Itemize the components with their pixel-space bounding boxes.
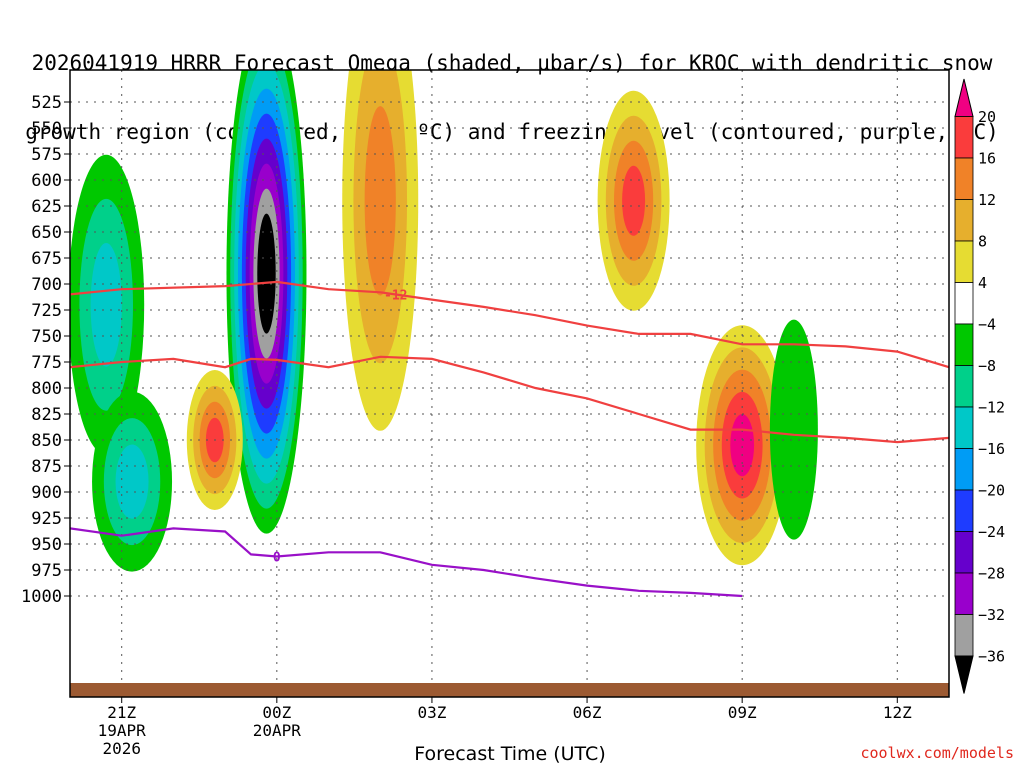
omega-contour-level [90,242,122,367]
omega-field [70,70,818,572]
y-tick-label: 725 [31,301,62,321]
colorbar-label: −36 [978,648,1005,666]
y-tick-label: 775 [31,353,62,373]
x-tick-date: 20APR [253,721,302,740]
contour-label: 0 [273,550,281,565]
colorbar-label: −20 [978,482,1005,500]
colorbar-swatch [954,282,974,325]
x-tick-label: 21Z [107,703,136,722]
omega-contour-level [622,165,646,236]
y-tick-label: 650 [31,223,62,243]
ground-bar [70,683,949,697]
x-tick-label: 03Z [417,703,446,722]
contours: -12 0 [70,280,949,598]
colorbar-swatch [954,365,974,408]
colorbar-swatch [954,572,974,615]
y-tick-label: 875 [31,457,62,477]
colorbar-arrow-top [954,78,974,117]
colorbar-label: −4 [978,316,996,334]
y-tick-label: 750 [31,327,62,347]
plot-frame [69,69,950,698]
omega-feature-7 [769,319,818,540]
omega-contour-level [364,106,396,296]
colorbar-swatch [954,116,974,159]
colorbar: 20 16 12 8 4 −4 −8 −12 −16 −20 −24 −28 −32 −36 [954,78,1005,694]
y-tick-label: 1000 [21,587,62,607]
omega-contour-level [261,238,272,309]
y-tick-label: 700 [31,275,62,295]
colorbar-label: 12 [978,191,996,209]
colorbar-label: −32 [978,606,1005,624]
x-tick-label: 06Z [573,703,602,722]
x-axis-label: Forecast Time (UTC) [414,743,606,765]
colorbar-label: −16 [978,440,1005,458]
title-line-1: 2026041919 HRRR Forecast Omega (shaded, … [31,51,993,75]
colorbar-label: 4 [978,274,987,292]
y-tick-label: 975 [31,561,62,581]
y-tick-label: 850 [31,431,62,451]
colorbar-label: −12 [978,399,1005,417]
site-credit: coolwx.com/models [860,744,1014,762]
y-tick-label: 625 [31,197,62,217]
omega-feature-4 [597,90,670,311]
colorbar-swatch [954,448,974,491]
y-tick-label: 825 [31,405,62,425]
y-axis: 525 550 575 600 625 650 675 700 725 750 775 800 825 8… [21,93,70,607]
colorbar-label: 20 [978,108,996,126]
colorbar-swatch [954,614,974,657]
y-tick-label: 950 [31,535,62,555]
ground-surface [70,683,949,697]
omega-contour-level [769,319,818,540]
contour--12 [70,280,949,369]
colorbar-label: −8 [978,357,996,375]
omega-feature-1 [70,154,145,455]
x-tick-date: 19APR [98,721,147,740]
omega-contour-level [115,444,149,519]
colorbar-label: 8 [978,233,987,251]
x-tick-year: 2026 [102,739,141,758]
contour-label: -12 [384,289,407,304]
colorbar-swatch [954,531,974,574]
contour-0 [70,527,743,598]
colorbar-label: 16 [978,150,996,168]
omega-feature-2 [92,391,173,572]
grid [70,70,949,697]
y-tick-label: 525 [31,93,62,113]
colorbar-swatch [954,240,974,283]
y-tick-label: 675 [31,249,62,269]
colorbar-arrow-bottom [954,655,974,694]
colorbar-label: −24 [978,523,1005,541]
colorbar-label: −28 [978,565,1005,583]
y-tick-label: 925 [31,509,62,529]
x-tick-label: 00Z [262,703,291,722]
colorbar-swatch [954,157,974,200]
y-tick-label: 900 [31,483,62,503]
colorbar-swatch [954,406,974,449]
y-tick-label: 800 [31,379,62,399]
y-tick-label: 575 [31,145,62,165]
colorbar-swatch [954,323,974,366]
omega-feature-5 [696,325,789,566]
colorbar-swatch [954,489,974,532]
contour--17 [70,355,949,444]
y-tick-label: 600 [31,171,62,191]
colorbar-swatch [954,199,974,242]
x-tick-label: 12Z [883,703,912,722]
y-tick-label: 550 [31,119,62,139]
x-tick-label: 09Z [728,703,757,722]
omega-feature-3 [342,70,419,431]
